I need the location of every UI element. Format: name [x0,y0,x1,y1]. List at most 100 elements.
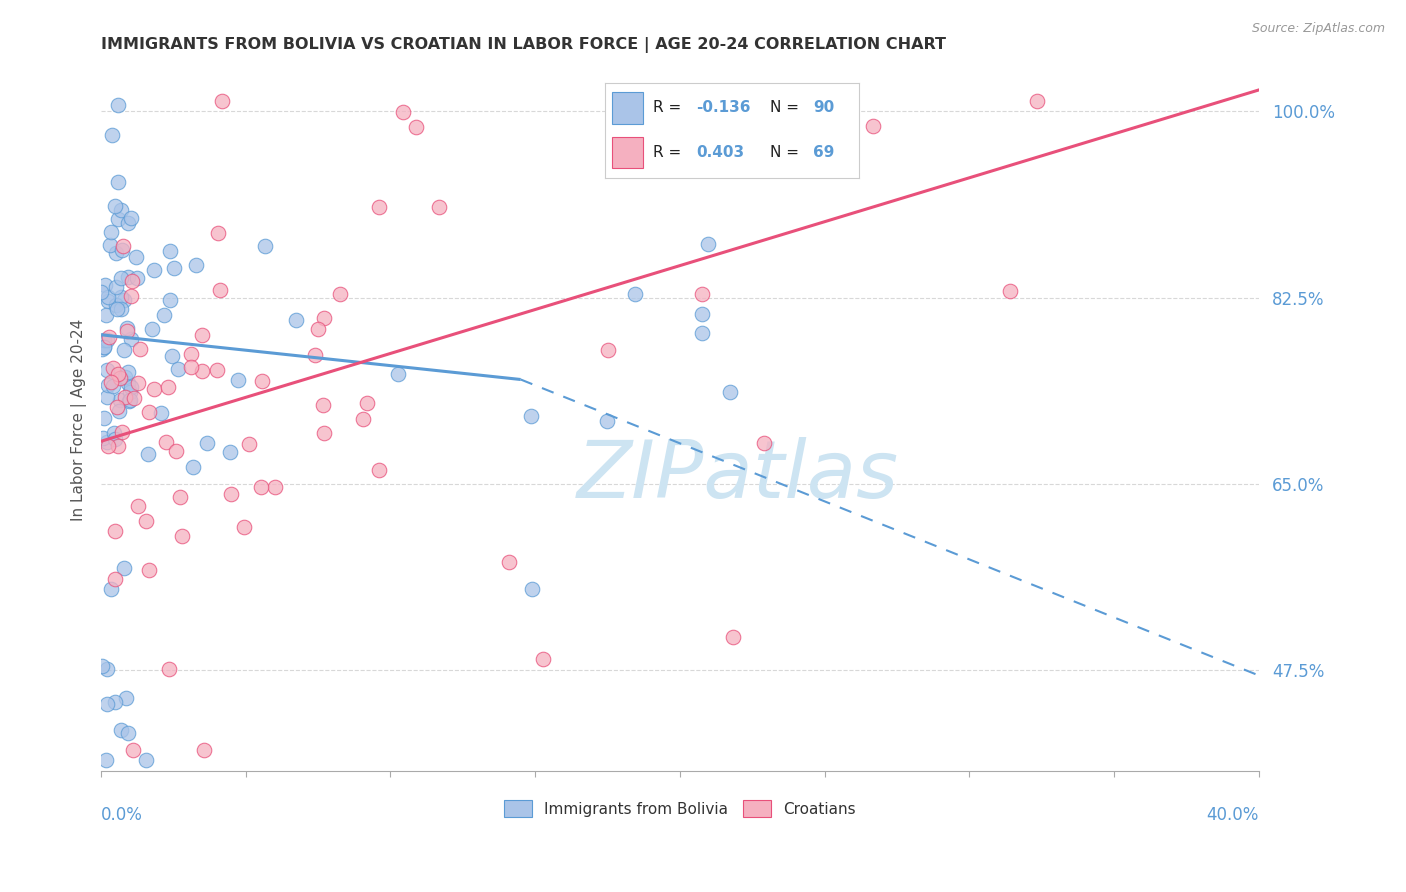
Point [162,349,184,363]
Point [595,413,617,427]
Point [117,269,139,284]
Point [252,374,274,388]
Point [138,405,160,419]
Point [117,365,139,379]
Point [91,659,114,673]
Point [356,395,378,409]
Point [103,426,125,441]
Point [104,695,127,709]
Point [312,310,335,325]
Point [104,199,127,213]
Point [143,382,166,396]
Point [91,431,114,445]
Point [103,360,125,375]
Point [159,244,181,258]
Point [125,250,148,264]
Point [862,119,884,133]
Point [110,371,132,385]
Point [105,401,128,415]
Point [118,394,141,409]
Point [110,271,132,285]
Point [368,200,391,214]
Point [97,377,120,392]
Point [112,293,135,308]
Point [105,298,128,312]
Point [1026,94,1049,108]
Legend: Immigrants from Bolivia, Croatians: Immigrants from Bolivia, Croatians [498,795,862,823]
Point [159,662,181,676]
Text: 40.0%: 40.0% [1206,806,1258,824]
Point [352,412,374,426]
Point [250,480,273,494]
Point [159,293,181,307]
Point [184,258,207,272]
Point [93,334,115,348]
Point [115,321,138,335]
Point [114,390,136,404]
Point [117,376,139,391]
Point [120,288,142,302]
Point [155,435,177,450]
Text: Source: ZipAtlas.com: Source: ZipAtlas.com [1251,22,1385,36]
Point [93,411,115,425]
Point [368,463,391,477]
Point [170,529,193,543]
Point [180,347,202,361]
Point [90,285,112,299]
Point [169,490,191,504]
Text: 0.0%: 0.0% [101,806,143,824]
Point [107,439,129,453]
Point [107,404,129,418]
Point [998,284,1021,298]
Point [101,128,124,142]
Point [219,487,242,501]
Point [107,97,129,112]
Point [96,308,118,322]
Point [101,378,124,392]
Point [110,290,132,304]
Point [115,690,138,705]
Point [624,287,647,301]
Point [120,211,142,226]
Point [498,555,520,569]
Point [117,726,139,740]
Point [531,652,554,666]
Text: ZIPatlas: ZIPatlas [576,437,898,516]
Point [197,435,219,450]
Point [104,280,127,294]
Point [284,313,307,327]
Point [232,519,254,533]
Point [118,393,141,408]
Point [93,340,115,354]
Point [108,392,131,407]
Point [690,307,713,321]
Point [141,322,163,336]
Point [96,754,118,768]
Point [107,212,129,227]
Point [690,326,713,340]
Point [104,433,127,447]
Point [110,723,132,737]
Point [207,226,229,240]
Point [180,360,202,375]
Point [264,480,287,494]
Point [104,246,127,260]
Point [304,348,326,362]
Point [156,380,179,394]
Point [115,324,138,338]
Y-axis label: In Labor Force | Age 20-24: In Labor Force | Age 20-24 [72,318,87,521]
Point [697,237,720,252]
Point [98,329,121,343]
Point [211,94,233,108]
Point [112,561,135,575]
Point [190,364,212,378]
Point [142,263,165,277]
Point [307,322,329,336]
Point [752,435,775,450]
Point [111,425,134,440]
Point [122,392,145,406]
Point [111,239,134,253]
Point [427,200,450,214]
Point [329,287,352,301]
Point [97,294,120,309]
